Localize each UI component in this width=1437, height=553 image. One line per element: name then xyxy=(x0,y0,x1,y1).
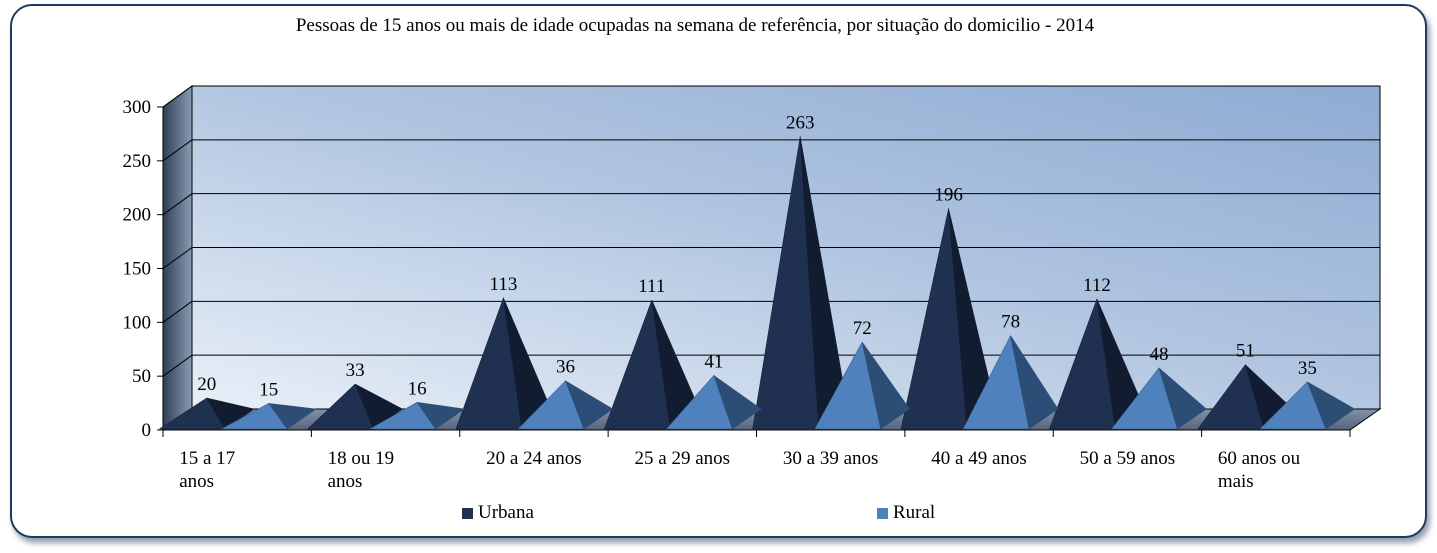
bar-rural-6 xyxy=(1110,367,1207,430)
chart-title: Pessoas de 15 anos ou mais de idade ocup… xyxy=(295,15,1095,36)
gridline-side xyxy=(162,247,193,269)
y-tick-label: 200 xyxy=(123,205,152,226)
gridline-side xyxy=(162,85,193,108)
legend-swatch-rural xyxy=(877,507,888,519)
data-label-rural-7: 35 xyxy=(1298,358,1317,379)
bar-rural-2 xyxy=(517,380,614,430)
data-label-rural-4: 72 xyxy=(853,318,872,339)
y-tick-label: 150 xyxy=(123,259,152,280)
y-tick-label: 100 xyxy=(123,312,152,333)
data-label-urbana-4: 263 xyxy=(786,112,815,133)
y-tick-label: 0 xyxy=(142,420,152,441)
pyramid-side-face xyxy=(1158,367,1207,430)
gridline-side xyxy=(162,193,193,216)
x-tick-label-6: 50 a 59 anos xyxy=(1080,448,1176,469)
data-label-rural-1: 16 xyxy=(408,378,427,399)
data-label-urbana-1: 33 xyxy=(346,360,365,381)
bar-rural-1 xyxy=(368,401,466,430)
pyramid-side-face xyxy=(1010,335,1059,430)
bar-rural-0 xyxy=(221,403,317,430)
x-tick-label-5: 40 a 49 anos xyxy=(931,448,1027,469)
legend-item-urbana: Urbana xyxy=(462,502,534,524)
pyramid-side-face xyxy=(861,341,911,430)
y-tick-label: 50 xyxy=(132,366,151,387)
pyramid-side-face xyxy=(713,374,762,430)
data-label-rural-6: 48 xyxy=(1149,344,1168,365)
data-label-urbana-6: 112 xyxy=(1083,275,1111,296)
data-label-urbana-5: 196 xyxy=(934,184,963,205)
pyramid-side-face xyxy=(1306,381,1356,430)
bar-urbana-6 xyxy=(1049,298,1145,430)
pyramid-side-face xyxy=(416,401,466,430)
data-label-urbana-0: 20 xyxy=(197,374,216,395)
x-tick-label-1: 18 ou 19 xyxy=(328,448,395,469)
data-label-rural-0: 15 xyxy=(259,379,278,400)
y-tick-label: 300 xyxy=(123,97,152,118)
legend-swatch-urbana xyxy=(462,507,473,519)
data-label-urbana-7: 51 xyxy=(1236,341,1255,362)
data-label-rural-2: 36 xyxy=(556,357,575,378)
bar-rural-3 xyxy=(665,374,762,430)
gridline-side xyxy=(162,354,193,377)
x-tick-label-2: 20 a 24 anos xyxy=(486,448,582,469)
x-tick-label-7: mais xyxy=(1218,471,1254,492)
gridline-side xyxy=(162,139,193,162)
x-tick-label-0: anos xyxy=(179,471,214,492)
data-label-rural-5: 78 xyxy=(1001,312,1020,333)
y-tick-label: 250 xyxy=(123,151,152,172)
bar-rural-5 xyxy=(962,334,1059,430)
x-tick-label-7: 60 anos ou xyxy=(1218,448,1301,469)
bar-rural-4 xyxy=(814,341,911,430)
pyramid-side-face xyxy=(564,380,614,430)
x-tick-label-1: anos xyxy=(328,471,363,492)
gridline-side xyxy=(162,300,193,323)
legend-label-urbana: Urbana xyxy=(478,502,534,523)
pyramid-side-face xyxy=(268,403,317,430)
data-label-rural-3: 41 xyxy=(704,351,723,372)
data-label-urbana-3: 111 xyxy=(638,276,665,297)
x-tick-label-4: 30 a 39 anos xyxy=(783,448,879,469)
legend-item-rural: Rural xyxy=(877,502,935,524)
legend-label-rural: Rural xyxy=(893,502,936,523)
bar-rural-7 xyxy=(1259,381,1356,430)
x-tick-label-0: 15 a 17 xyxy=(179,448,235,469)
x-tick-label-3: 25 a 29 anos xyxy=(635,448,731,469)
data-label-urbana-2: 113 xyxy=(490,274,518,295)
